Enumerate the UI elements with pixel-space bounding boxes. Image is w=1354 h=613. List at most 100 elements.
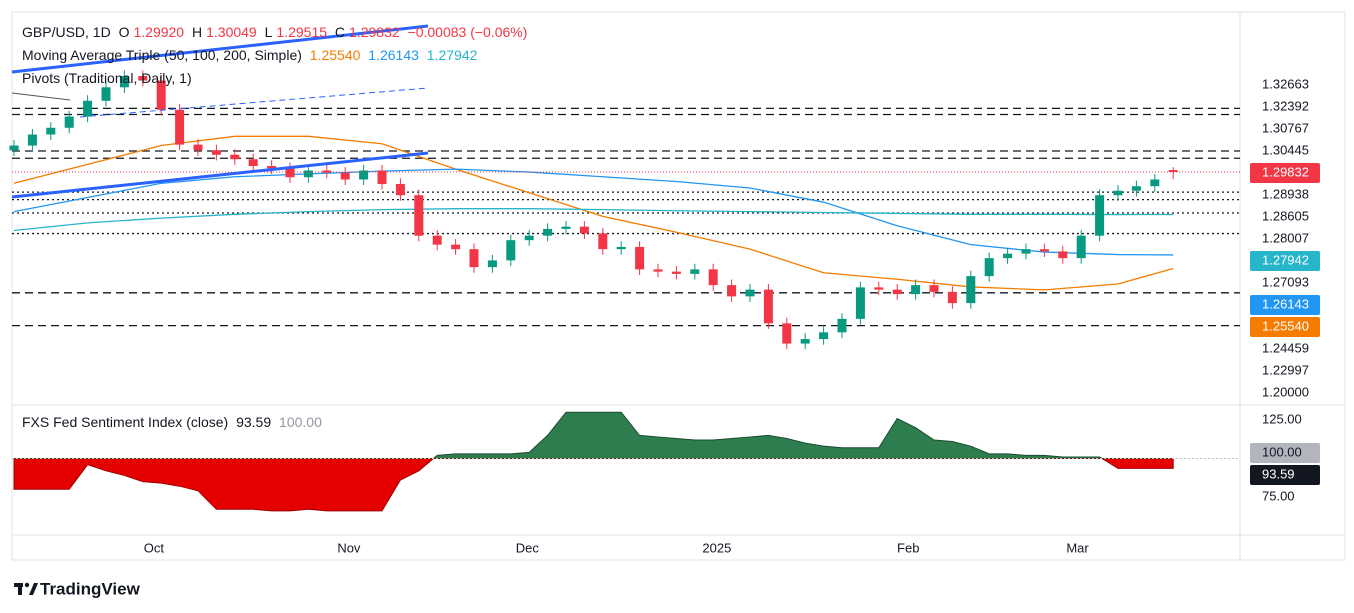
sentiment-title: FXS Fed Sentiment Index (close) <box>22 414 229 430</box>
candle-body <box>690 269 700 274</box>
candle-body <box>708 269 718 286</box>
price-badge <box>1250 163 1320 184</box>
price-pane <box>9 70 1240 350</box>
candle-body <box>745 289 755 297</box>
axis-label: 1.29832 <box>1262 164 1309 179</box>
moving-average <box>13 208 1174 232</box>
candle-body <box>119 76 129 88</box>
candle-body <box>359 170 369 180</box>
axis-label: 1.30445 <box>1262 142 1309 157</box>
price-badge <box>1250 442 1320 463</box>
candle-body <box>911 285 921 295</box>
candle-body <box>616 246 626 250</box>
candle-body <box>285 168 295 178</box>
candle-body <box>653 269 663 272</box>
candle-body <box>947 291 957 304</box>
ohlc-value: 1.29920 <box>133 24 185 40</box>
moving-average <box>13 168 1174 256</box>
candle-body <box>451 244 461 250</box>
candle-body <box>156 80 166 110</box>
candle-body <box>984 258 994 277</box>
price-badge <box>1250 464 1320 485</box>
axis-label: 1.27942 <box>1262 252 1309 267</box>
candle-body <box>1150 179 1160 187</box>
frame <box>11 11 1346 561</box>
axis-label: 93.59 <box>1262 466 1295 481</box>
pivots-title: Pivots (Traditional, Daily, 1) <box>22 70 192 86</box>
legend-sentiment: FXS Fed Sentiment Index (close) 93.59 10… <box>22 414 326 430</box>
price-badge <box>1250 251 1320 272</box>
axis-label: 1.32663 <box>1262 76 1309 91</box>
drawings <box>11 24 429 199</box>
x-tick-label: Oct <box>144 540 165 555</box>
candle-body <box>819 332 829 340</box>
candle-body <box>487 260 497 268</box>
candle-body <box>782 323 792 344</box>
sentiment-baseline: 100.00 <box>279 414 322 430</box>
symbol: GBP/USD, 1D <box>22 24 111 40</box>
candle-body <box>230 154 240 160</box>
axis-label: 100.00 <box>1262 444 1302 459</box>
candle-body <box>543 228 553 236</box>
candle-body <box>46 127 56 135</box>
candle-body <box>83 100 93 117</box>
candle-body <box>377 170 387 184</box>
x-tick-label: Nov <box>337 540 361 555</box>
x-tick-label: Mar <box>1066 540 1089 555</box>
candle-body <box>727 285 737 297</box>
axis-label: 1.24459 <box>1262 340 1309 355</box>
candle-body <box>1113 190 1123 196</box>
candle-body <box>340 172 350 180</box>
sentiment-value: 93.59 <box>236 414 272 430</box>
change: −0.00083 (−0.06%) <box>407 24 528 40</box>
candle-body <box>524 235 534 241</box>
candle-body <box>598 233 608 250</box>
candle-body <box>303 170 313 178</box>
axis-label: 125.00 <box>1262 411 1302 426</box>
axis-label: 1.30767 <box>1262 120 1309 135</box>
x-tick-label: Feb <box>897 540 919 555</box>
sentiment-area-below <box>13 458 1174 512</box>
axis-label: 1.25540 <box>1262 318 1309 333</box>
candle-body <box>966 276 976 304</box>
ohlc-key: H <box>191 24 203 40</box>
axis-label: 1.22997 <box>1262 362 1309 377</box>
price-badge <box>1250 317 1320 338</box>
logo-shape <box>24 582 30 588</box>
candle-body <box>322 170 332 173</box>
ohlc-value: 1.29515 <box>276 24 328 40</box>
candle-body <box>1039 249 1049 252</box>
ohlc-value: 1.29832 <box>349 24 400 40</box>
x-tick-label: 2025 <box>702 540 731 555</box>
x-tick-label: Dec <box>516 540 540 555</box>
trend-line <box>11 92 71 101</box>
legend-main: GBP/USD, 1D O 1.29920 H 1.30049 L 1.29515 C… <box>22 24 531 40</box>
candle-body <box>1131 186 1141 191</box>
candle-body <box>248 159 258 166</box>
candle-body <box>892 289 902 295</box>
ohlc-key: C <box>334 24 346 40</box>
axis-label: 75.00 <box>1262 488 1295 503</box>
ma-value: 1.26143 <box>368 47 419 63</box>
candle-body <box>1168 170 1178 173</box>
logo-text: TradingView <box>40 579 141 598</box>
trend-line <box>11 151 429 199</box>
candle-body <box>27 134 37 146</box>
trend-line <box>11 24 429 74</box>
moving-average <box>13 135 1174 291</box>
axis-label: 1.20000 <box>1262 384 1309 399</box>
ma-value: 1.27942 <box>426 47 478 63</box>
candle-body <box>1076 235 1086 259</box>
legend-ma: Moving Average Triple (50, 100, 200, Sim… <box>22 47 481 63</box>
axis-label: 1.28605 <box>1262 208 1309 223</box>
candle-body <box>763 289 773 324</box>
legend-pivots: Pivots (Traditional, Daily, 1) <box>22 70 196 86</box>
axis-label: 1.27093 <box>1262 274 1309 289</box>
candle-body <box>138 76 148 81</box>
candle-body <box>432 235 442 245</box>
candle-body <box>1095 195 1105 236</box>
ohlc-key: O <box>118 24 130 40</box>
candle-body <box>193 144 203 151</box>
candle-body <box>874 287 884 290</box>
